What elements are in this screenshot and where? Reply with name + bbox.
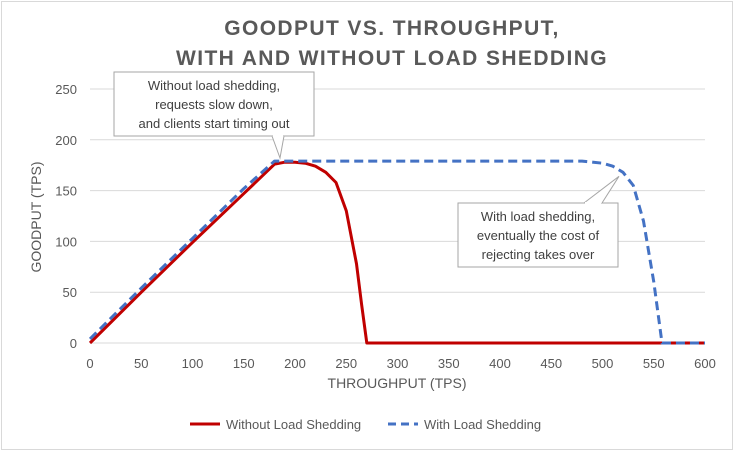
callout-with-load-shedding: With load shedding, eventually the cost o… bbox=[457, 175, 620, 268]
x-tick-label: 0 bbox=[86, 356, 93, 371]
callout-pointer bbox=[583, 175, 620, 204]
legend-item-without-load-shedding: Without Load Shedding bbox=[190, 417, 361, 432]
legend: Without Load Shedding With Load Shedding bbox=[190, 417, 541, 432]
callout-pointer bbox=[271, 135, 285, 160]
series-line-with-load-shedding bbox=[88, 159, 705, 345]
callout-text-line: rejecting takes over bbox=[482, 247, 595, 262]
y-axis-title: GOODPUT (TPS) bbox=[28, 162, 44, 273]
y-tick-label: 0 bbox=[70, 336, 77, 351]
legend-label: Without Load Shedding bbox=[226, 417, 361, 432]
x-tick-label: 300 bbox=[387, 356, 409, 371]
x-tick-label: 150 bbox=[233, 356, 255, 371]
callout-text-line: eventually the cost of bbox=[477, 228, 600, 243]
annotations: Without load shedding, requests slow down… bbox=[113, 71, 620, 268]
x-tick-label: 100 bbox=[182, 356, 204, 371]
callout-text-line: requests slow down, bbox=[155, 97, 273, 112]
y-tick-label: 100 bbox=[55, 234, 77, 249]
x-tick-label: 350 bbox=[438, 356, 460, 371]
x-tick-label: 500 bbox=[592, 356, 614, 371]
y-tick-label: 150 bbox=[55, 184, 77, 199]
legend-label: With Load Shedding bbox=[424, 417, 541, 432]
callout-without-load-shedding: Without load shedding, requests slow down… bbox=[113, 71, 315, 160]
chart-title-line-1: GOODPUT VS. THROUGHPUT, bbox=[224, 17, 560, 40]
callout-text-line: With load shedding, bbox=[481, 209, 595, 224]
x-tick-label: 250 bbox=[335, 356, 357, 371]
x-tick-label: 200 bbox=[284, 356, 306, 371]
x-tick-label: 600 bbox=[694, 356, 716, 371]
series-lines bbox=[88, 159, 705, 345]
callout-text-line: Without load shedding, bbox=[148, 78, 280, 93]
y-axis-ticks: 0 50 100 150 200 250 bbox=[55, 82, 77, 351]
callout-text-line: and clients start timing out bbox=[138, 116, 289, 131]
x-axis-ticks: 0 50 100 150 200 250 300 350 400 450 500 550 600 bbox=[86, 356, 715, 371]
y-tick-label: 250 bbox=[55, 82, 77, 97]
legend-item-with-load-shedding: With Load Shedding bbox=[388, 417, 541, 432]
x-tick-label: 450 bbox=[540, 356, 562, 371]
x-axis-title: THROUGHPUT (TPS) bbox=[328, 375, 467, 391]
x-tick-label: 400 bbox=[489, 356, 511, 371]
chart-title-line-2: WITH AND WITHOUT LOAD SHEDDING bbox=[176, 47, 608, 70]
callout-box bbox=[457, 202, 619, 268]
series-line-without-load-shedding bbox=[88, 160, 705, 345]
x-tick-label: 50 bbox=[134, 356, 148, 371]
y-tick-label: 50 bbox=[63, 285, 77, 300]
callout-box bbox=[113, 71, 315, 137]
x-tick-label: 550 bbox=[643, 356, 665, 371]
y-tick-label: 200 bbox=[55, 133, 77, 148]
